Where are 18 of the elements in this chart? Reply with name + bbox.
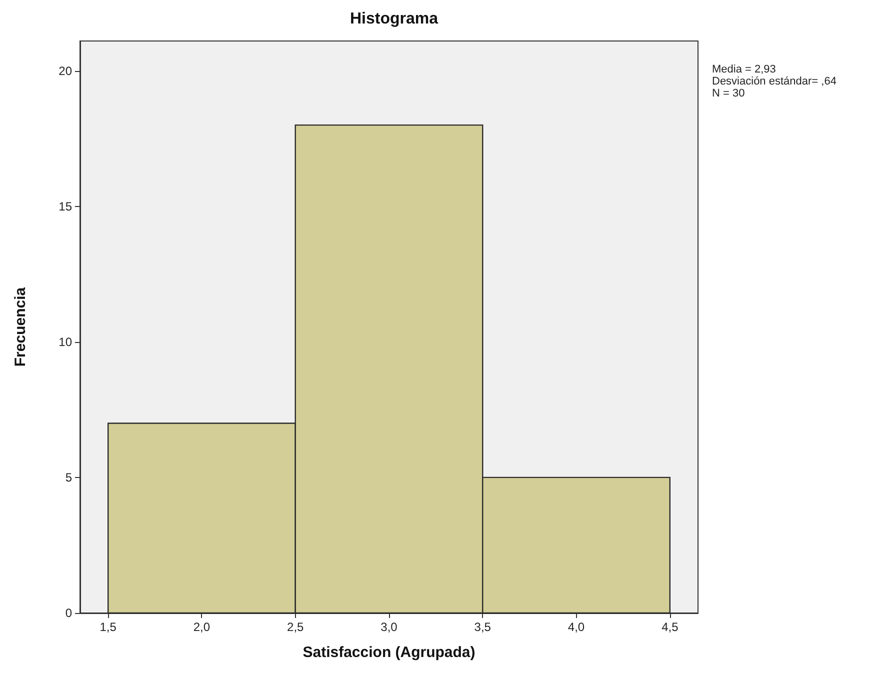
text: Media = 2,93 <box>712 64 776 76</box>
chart-title: Histograma <box>350 10 438 28</box>
x-tick-label: 4,5 <box>662 620 679 634</box>
y-tick-label: 5 <box>65 470 72 484</box>
y-axis-title: Frecuencia <box>12 286 29 367</box>
y-tick-label: 0 <box>65 606 72 620</box>
y-tick-label: 20 <box>58 64 72 78</box>
text: N = 30 <box>712 88 745 100</box>
text: Desviación estándar= ,64 <box>712 76 836 88</box>
y-tick-label: 10 <box>58 334 72 349</box>
x-tick-label: 3,0 <box>380 620 398 634</box>
x-tick-label: 2,5 <box>287 620 304 634</box>
x-tick-label: 4,0 <box>568 620 585 634</box>
x-tick-label: 3,5 <box>474 620 492 634</box>
y-tick-label: 15 <box>58 199 72 214</box>
x-tick-label: 2,0 <box>193 620 210 634</box>
x-tick-label: 1,5 <box>100 620 117 634</box>
x-axis-title: Satisfaccion (Agrupada) <box>302 644 476 661</box>
